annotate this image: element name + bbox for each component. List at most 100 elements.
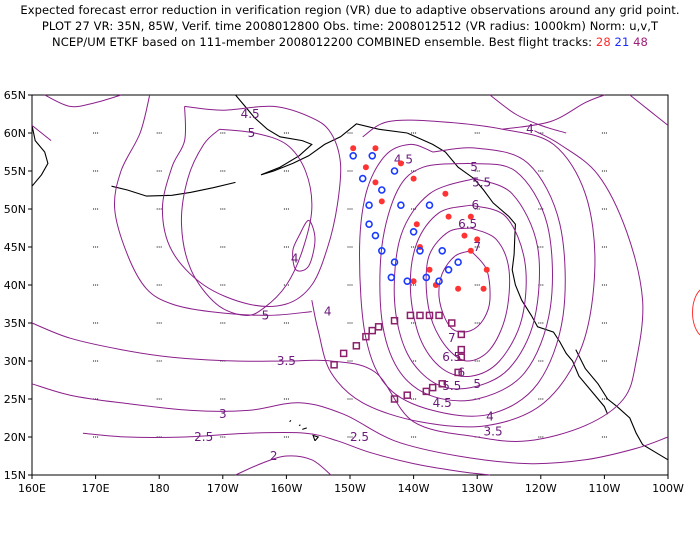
contour-c55 <box>393 178 540 390</box>
grid-dot <box>220 284 222 286</box>
grid-dot <box>95 436 97 438</box>
track-red-dot <box>362 164 369 171</box>
track-red-dot <box>397 160 404 167</box>
track-red-dot <box>467 247 474 254</box>
coastline-baja_inner <box>575 349 669 461</box>
grid-dot <box>156 284 158 286</box>
grid-dot <box>478 322 480 324</box>
grid-dot <box>95 170 97 172</box>
grid-dot <box>542 322 544 324</box>
grid-dot <box>542 246 544 248</box>
track-red-dot <box>445 213 452 220</box>
track-blue-circle <box>390 258 399 267</box>
grid-dot <box>538 398 540 400</box>
grid-dot <box>540 208 542 210</box>
grid-dot <box>158 132 160 134</box>
track-blue-circle <box>349 152 357 160</box>
track-purple-square <box>457 345 466 354</box>
grid-dot <box>415 398 417 400</box>
track-purple-square <box>390 316 399 325</box>
grid-dot <box>222 398 224 400</box>
track-blue-circle <box>438 247 447 255</box>
grid-dot <box>415 208 417 210</box>
grid-dot <box>285 398 287 400</box>
grid-dot <box>540 360 542 362</box>
grid-dot <box>478 360 480 362</box>
contour-label: 2.5 <box>194 430 213 444</box>
grid-dot <box>605 436 607 438</box>
lat-label: 15N <box>4 469 26 482</box>
grid-dot <box>542 170 544 172</box>
grid-dot <box>156 246 158 248</box>
grid-dot <box>158 360 160 362</box>
contour-c45 <box>358 143 566 417</box>
grid-dot <box>413 132 415 134</box>
grid-dot <box>538 170 540 172</box>
grid-dot <box>156 208 158 210</box>
track-purple-square <box>330 361 338 369</box>
title-line-3-prefix: NCEP/UM ETKF based on 111-member 2008012… <box>52 35 593 49</box>
grid-dot <box>601 246 603 248</box>
lat-label: 20N <box>4 431 26 444</box>
grid-dot <box>160 132 162 134</box>
lon-label: 100W <box>652 482 684 495</box>
grid-dot <box>220 360 222 362</box>
track-purple-square <box>425 311 434 320</box>
grid-dot <box>224 132 226 134</box>
grid-dot <box>603 132 605 134</box>
grid-dot <box>224 322 226 324</box>
grid-dot <box>285 132 287 134</box>
contour-c35 <box>31 130 644 442</box>
contours <box>31 94 669 476</box>
grid-dot <box>158 170 160 172</box>
grid-dot <box>351 322 353 324</box>
track-purple-square <box>374 323 383 331</box>
grid-dot <box>95 284 97 286</box>
grid-dot <box>476 170 478 172</box>
contour-label: 4 <box>291 251 299 265</box>
contour-label: 2.5 <box>350 430 369 444</box>
grid-dot <box>347 284 349 286</box>
track-purple-square <box>435 311 443 320</box>
track-blue-circle <box>371 231 380 240</box>
track-blue-circle <box>425 201 434 209</box>
grid-dot <box>224 246 226 248</box>
grid-dot <box>95 132 97 134</box>
grid-dot <box>222 208 224 210</box>
track-count-red: 28 <box>595 35 611 49</box>
grid-dot <box>283 246 285 248</box>
grid-dot <box>411 284 413 286</box>
grid-dot <box>95 360 97 362</box>
grid-dot <box>347 246 349 248</box>
grid-dot <box>476 322 478 324</box>
track-purple-square <box>454 368 462 377</box>
grid-dot <box>349 436 351 438</box>
grid-dot <box>540 132 542 134</box>
grid-dot <box>538 208 540 210</box>
track-red-dot <box>474 236 481 243</box>
track-purple-square <box>339 349 348 358</box>
lon-label: 120W <box>525 482 557 495</box>
contour-label: 3.5 <box>484 425 503 439</box>
grid-dot <box>601 170 603 172</box>
grid-dot <box>160 360 162 362</box>
grid-dot <box>349 284 351 286</box>
grid-dot <box>222 132 224 134</box>
grid-dot <box>347 398 349 400</box>
flight-tracks <box>330 145 490 403</box>
grid-dot <box>224 436 226 438</box>
grid-dot <box>413 208 415 210</box>
lat-label: 60N <box>4 127 26 140</box>
grid-dot <box>287 170 289 172</box>
grid-dot <box>158 322 160 324</box>
track-red-dot <box>426 266 433 273</box>
contour-c3 <box>31 383 669 465</box>
grid-dot <box>220 398 222 400</box>
grid-dot <box>222 170 224 172</box>
track-blue-circle <box>377 247 386 255</box>
grid-dot <box>93 322 95 324</box>
grid-dot <box>540 322 542 324</box>
grid-dot <box>285 208 287 210</box>
grid-dot <box>351 360 353 362</box>
